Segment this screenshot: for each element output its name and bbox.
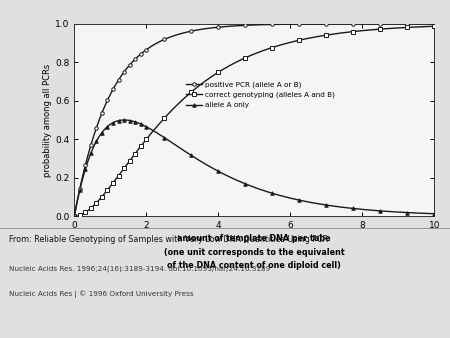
X-axis label: amount of template DNA per tube
(one unit corresponds to the equivalent
of the D: amount of template DNA per tube (one uni… bbox=[164, 234, 345, 270]
Y-axis label: probability among all PCRs: probability among all PCRs bbox=[43, 63, 52, 177]
Text: From: Reliable Genotyping of Samples with Very Low DNA Quantities Using PCR: From: Reliable Genotyping of Samples wit… bbox=[9, 235, 328, 244]
Text: Nucleic Acids Res. 1996;24(16):3189-3194. doi:10.1093/nar/24.16.3189: Nucleic Acids Res. 1996;24(16):3189-3194… bbox=[9, 265, 270, 272]
Legend: positive PCR (allele A or B), correct genotyping (alleles A and B), allele A onl: positive PCR (allele A or B), correct ge… bbox=[186, 81, 334, 108]
Text: Nucleic Acids Res | © 1996 Oxford University Press: Nucleic Acids Res | © 1996 Oxford Univer… bbox=[9, 291, 194, 298]
